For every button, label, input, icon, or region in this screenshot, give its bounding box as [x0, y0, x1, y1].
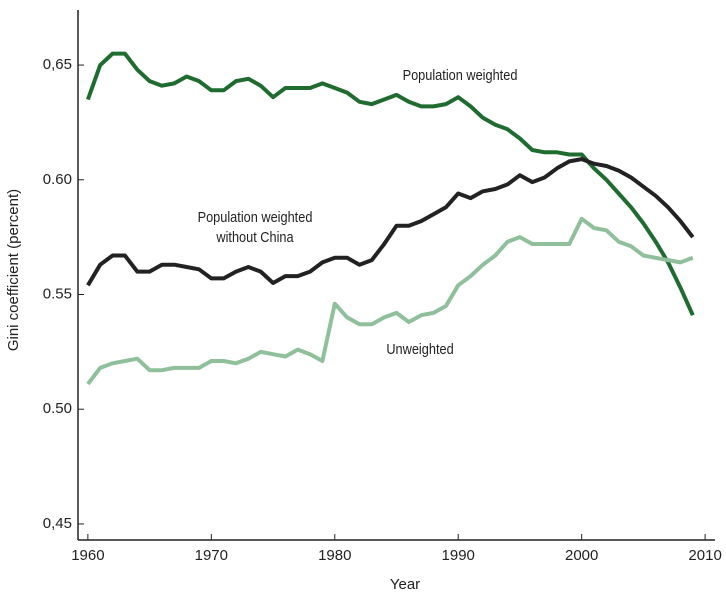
y-tick-label: 0.50: [43, 400, 72, 417]
series-line: [86, 51, 695, 317]
x-tick-label: 1970: [195, 547, 228, 564]
y-axis-label: Gini coefficient (percent): [5, 189, 22, 351]
series-line: [86, 157, 695, 287]
x-tick-label: 1990: [442, 547, 475, 564]
series-line: [86, 216, 694, 386]
series-label: Population weighted without China: [197, 209, 313, 246]
y-tick-label: 0,65: [43, 56, 72, 73]
series-label: Unweighted: [386, 341, 454, 358]
y-tick-label: 0,45: [43, 515, 72, 532]
x-tick-label: 2000: [565, 547, 598, 564]
x-tick-label: 1960: [71, 547, 104, 564]
x-axis-label: Year: [390, 576, 420, 593]
y-tick-label: 0.55: [43, 285, 72, 302]
series-label: Population weighted: [402, 67, 518, 84]
y-tick-label: 0.60: [43, 171, 72, 188]
x-tick-label: 2010: [688, 547, 721, 564]
x-tick-label: 1980: [318, 547, 351, 564]
